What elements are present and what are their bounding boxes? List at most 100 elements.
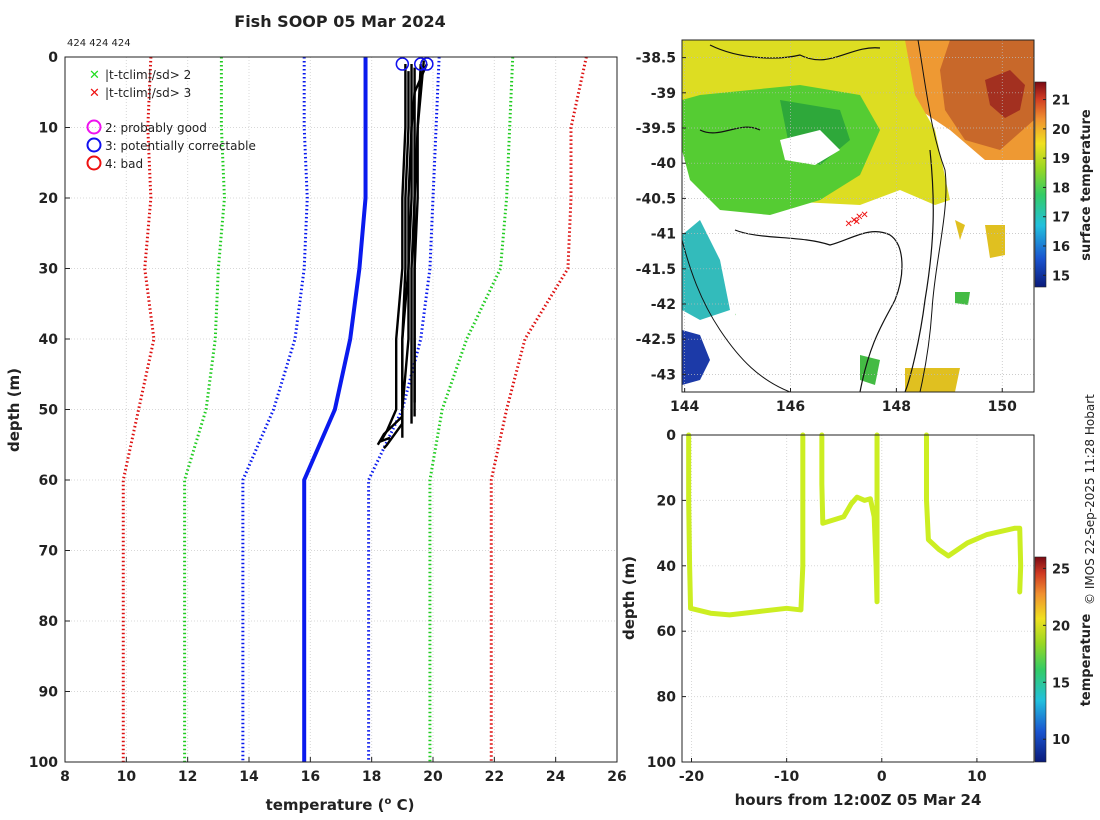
y-tick-label: 50 <box>39 403 59 419</box>
y-tick-label: 90 <box>39 685 59 701</box>
x-tick-label: 18 <box>362 769 381 785</box>
section-colorbar-tick-label: 20 <box>1052 619 1070 634</box>
temperature-profile-6 <box>413 60 425 403</box>
section-y-tick-label: 20 <box>657 493 677 509</box>
map-x-ticks: 144 146 148 150 <box>670 388 1017 415</box>
map-x-tick-label: 150 <box>988 399 1017 415</box>
temperature-profiles <box>376 60 428 450</box>
legend-circle-blue-icon <box>86 137 102 153</box>
section-y-tick-label: 0 <box>666 428 676 444</box>
y-tick-label: 30 <box>39 262 59 278</box>
section-traces <box>686 432 1024 618</box>
clim-line-clim-3sd <box>489 56 588 762</box>
map-y-tick-label: -42.5 <box>636 332 676 348</box>
profile-plot: 8 10 12 14 16 18 20 22 24 26 0 10 20 30 40 50 60 70 80 90 1… <box>5 50 627 814</box>
section-y-tick-label: 80 <box>657 690 677 706</box>
section-x-tick-label: 0 <box>877 769 887 785</box>
legend-label-bad: 4: bad <box>105 157 143 171</box>
x-tick-label: 10 <box>117 769 137 785</box>
legend-item-bad: 4: bad <box>86 155 143 171</box>
section-colorbar-tick-label: 10 <box>1052 733 1070 748</box>
flag-circle-marker <box>395 57 410 71</box>
clim-line-clim-2sd <box>428 56 515 762</box>
section-y-tick-label: 100 <box>647 755 676 771</box>
legend-x-red-icon: ✕ <box>89 86 100 101</box>
map-y-ticks: -38.5 -39 -39.5 -40 -40.5 -41 -41.5 -42 -42.5 -43 <box>636 51 686 383</box>
section-x-tick-label: 10 <box>967 769 987 785</box>
map-colorbar <box>1034 81 1047 288</box>
clim-line-clim-lower-blue <box>241 57 309 762</box>
sst-north-red-patch <box>940 40 1034 150</box>
section-colorbar-ticks: 10 15 20 25 <box>1043 562 1070 748</box>
section-trace-2 <box>819 432 880 605</box>
profile-grid <box>64 56 618 763</box>
legend-item-correctable: 3: potentially correctable <box>86 137 256 153</box>
x-tick-label: 14 <box>239 769 259 785</box>
section-y-ticks: 0 20 40 60 80 100 <box>647 428 686 771</box>
profile-x-axis-label: temperature (o C) <box>266 796 415 814</box>
cast-id-label: 424 424 424 <box>67 38 131 49</box>
map-y-tick-label: -43 <box>651 367 676 383</box>
section-x-axis-label: hours from 12:00Z 05 Mar 24 <box>735 791 982 809</box>
legend-label-sd3: |t-tclim|/sd> 3 <box>105 86 191 100</box>
y-tick-label: 40 <box>39 332 59 348</box>
sst-cyan-region <box>682 220 730 320</box>
legend-item-sd2: ✕ |t-tclim|/sd> 2 <box>89 68 191 83</box>
map-colorbar-tick-label: 18 <box>1052 181 1070 196</box>
map-y-tick-label: -41.5 <box>636 262 676 278</box>
section-colorbar-tick-label: 25 <box>1052 562 1070 577</box>
y-tick-label: 20 <box>39 191 59 207</box>
x-tick-label: 12 <box>178 769 197 785</box>
map-colorbar-tick-label: 15 <box>1052 269 1070 284</box>
legend-x-green-icon: ✕ <box>89 68 100 83</box>
section-colorbar <box>1034 556 1047 763</box>
map-frame <box>681 39 1035 393</box>
flag-markers <box>395 57 434 71</box>
section-plot-frame <box>681 434 1035 763</box>
map-colorbar-ticks: 15 16 17 18 19 20 21 <box>1043 94 1070 284</box>
map-y-tick-label: -38.5 <box>636 51 676 67</box>
temperature-profile-7 <box>401 63 428 438</box>
x-tick-label: 22 <box>485 769 504 785</box>
climatology-lines <box>121 56 588 762</box>
legend: ✕ |t-tclim|/sd> 2 ✕ |t-tclim|/sd> 3 2: p… <box>86 68 256 171</box>
legend-item-sd3: ✕ |t-tclim|/sd> 3 <box>89 86 191 101</box>
bathymetry-contour <box>682 40 947 392</box>
ship-track: ✕✕✕✕✕ <box>845 210 869 230</box>
temperature-profile-2 <box>376 71 410 446</box>
x-tick-label: 20 <box>423 769 443 785</box>
profile-x-ticks: 8 10 12 14 16 18 20 22 24 26 <box>60 757 627 785</box>
profile-y-axis-label: depth (m) <box>5 368 23 452</box>
section-y-axis-label: depth (m) <box>620 556 638 640</box>
chart-title: Fish SOOP 05 Mar 2024 <box>234 12 445 31</box>
legend-circle-magenta-icon <box>86 119 102 135</box>
legend-circle-red-icon <box>86 155 102 171</box>
map-colorbar-tick-label: 21 <box>1052 94 1070 109</box>
section-x-tick-label: -20 <box>679 769 705 785</box>
map-colorbar-tick-label: 20 <box>1052 123 1070 138</box>
section-y-tick-label: 40 <box>657 559 677 575</box>
section-colorbar-tick-label: 15 <box>1052 676 1070 691</box>
map-x-tick-label: 146 <box>776 399 805 415</box>
clim-line-clim-mean <box>302 57 368 762</box>
y-tick-label: 70 <box>39 544 59 560</box>
legend-label-sd2: |t-tclim|/sd> 2 <box>105 68 191 82</box>
sst-darkred-patch <box>985 70 1025 118</box>
map-colorbar-tick-label: 16 <box>1052 240 1070 255</box>
map-x-tick-label: 144 <box>670 399 699 415</box>
map-y-tick-label: -42 <box>651 297 676 313</box>
track-x-marker-icon: ✕ <box>845 219 853 230</box>
map-y-tick-label: -39 <box>651 86 676 102</box>
sst-blue-region <box>682 330 710 385</box>
temperature-profile-4 <box>410 67 416 424</box>
x-tick-label: 8 <box>60 769 70 785</box>
map-colorbar-tick-label: 19 <box>1052 152 1070 167</box>
map-y-tick-label: -41 <box>651 227 676 243</box>
y-tick-label: 10 <box>39 121 59 137</box>
depth-time-section: -20 -10 0 10 0 20 40 60 80 100 hours from 12:00Z… <box>620 428 1094 809</box>
track-x-marker-icon: ✕ <box>855 212 863 223</box>
map-y-tick-label: -40 <box>651 156 677 172</box>
y-tick-label: 80 <box>39 614 59 630</box>
map-x-tick-label: 148 <box>882 399 911 415</box>
